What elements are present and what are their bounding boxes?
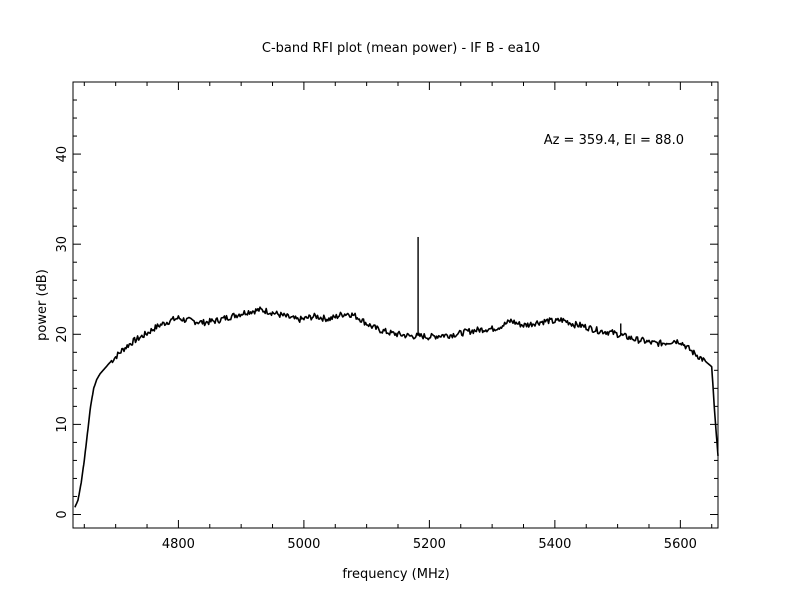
x-tick-label: 5200 <box>413 537 446 552</box>
axis-ticks <box>73 82 718 528</box>
x-tick-label: 5600 <box>664 537 697 552</box>
spike-lines <box>417 236 622 337</box>
y-tick-label: 30 <box>55 236 70 253</box>
axis-tick-labels: 4800 5000 5200 5400 5600 0 10 20 30 40 <box>55 146 697 552</box>
plot-frame <box>72 81 719 529</box>
x-tick-label: 5400 <box>538 537 571 552</box>
x-tick-label: 4800 <box>162 537 195 552</box>
y-axis-label: power (dB) <box>35 269 50 341</box>
x-tick-label: 5000 <box>287 537 320 552</box>
y-tick-label: 40 <box>55 146 70 163</box>
series-line <box>74 306 719 508</box>
y-tick-label: 10 <box>55 416 70 433</box>
chart-title: C-band RFI plot (mean power) - IF B - ea… <box>262 41 540 56</box>
y-tick-label: 0 <box>55 510 70 518</box>
x-axis-label: frequency (MHz) <box>342 567 449 582</box>
azimuth-elevation-annotation: Az = 359.4, El = 88.0 <box>544 133 684 148</box>
y-tick-label: 20 <box>55 326 70 343</box>
